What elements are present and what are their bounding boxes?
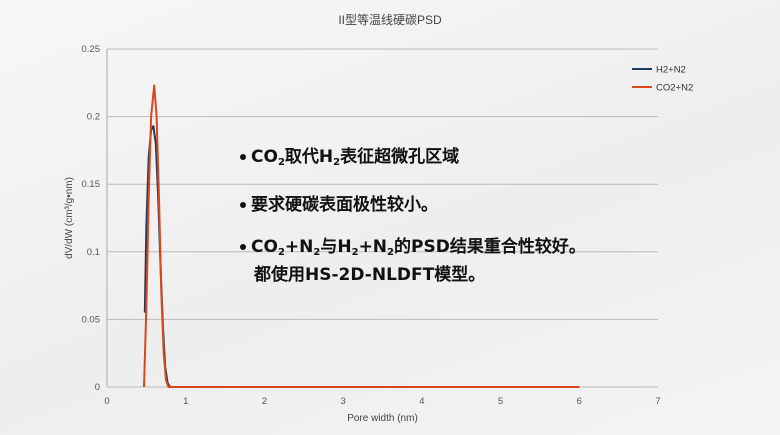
bullet-text: 2 <box>333 157 341 168</box>
x-axis-label: Pore width (nm) <box>347 413 418 424</box>
series-line-co2-n2 <box>143 84 580 388</box>
y-axis-label: dV/dW (cm³/g•nm) <box>64 177 75 259</box>
y-tick-label: 0 <box>95 382 100 393</box>
bullet-dot-icon <box>240 244 246 250</box>
bullet-item: 要求硬碳表面极性较小。 <box>240 194 586 216</box>
annotation-bullets: CO2取代H2表征超微孔区域 要求硬碳表面极性较小。 CO2+N2与H2+N2的PS… <box>240 146 586 306</box>
bullet-text: 取代H <box>284 147 334 167</box>
x-tick-label: 2 <box>262 396 267 407</box>
bullet-text: 2 <box>313 247 321 258</box>
legend-label: CO2+N2 <box>656 83 693 94</box>
bullet-dot-icon <box>240 202 246 208</box>
chart-title: II型等温线硬碳PSD <box>338 13 442 27</box>
bullet-item: CO2+N2与H2+N2的PSD结果重合性较好。 都使用HS-2D-NLDFT模型… <box>240 236 586 286</box>
bullet-text: 2 <box>351 247 359 258</box>
bullet-text: 2 <box>277 157 285 168</box>
x-tick-label: 4 <box>419 396 424 407</box>
bullet-text: 都使用HS-2D-NLDFT模型。 <box>254 265 486 285</box>
y-tick-label: 0.05 <box>82 314 101 325</box>
bullet-text: 的PSD结果重合性较好。 <box>394 237 586 257</box>
bullet-text: +N <box>358 237 388 257</box>
bullet-text: 要求硬碳表面极性较小。 <box>251 195 438 215</box>
bullet-text: +N <box>284 237 314 257</box>
x-tick-label: 3 <box>340 396 345 407</box>
bullet-text: 表征超微孔区域 <box>340 147 460 167</box>
bullet-text: CO <box>251 237 278 257</box>
x-tick-label: 1 <box>183 396 188 407</box>
bullet-item: CO2取代H2表征超微孔区域 <box>240 146 586 174</box>
y-tick-label: 0.2 <box>87 112 100 123</box>
y-tick-label: 0.15 <box>82 179 101 190</box>
bullet-text: 2 <box>277 247 285 258</box>
legend-label: H2+N2 <box>656 65 686 76</box>
bullet-text: 与H <box>320 237 352 257</box>
y-tick-label: 0.25 <box>82 44 101 55</box>
bullet-text: 2 <box>387 247 395 258</box>
bullet-dot-icon <box>240 154 246 160</box>
bullet-text: CO <box>251 147 278 167</box>
x-tick-label: 5 <box>498 396 503 407</box>
x-tick-label: 6 <box>577 396 582 407</box>
x-tick-label: 7 <box>655 396 660 407</box>
y-tick-label: 0.1 <box>87 247 100 258</box>
x-tick-label: 0 <box>104 396 109 407</box>
